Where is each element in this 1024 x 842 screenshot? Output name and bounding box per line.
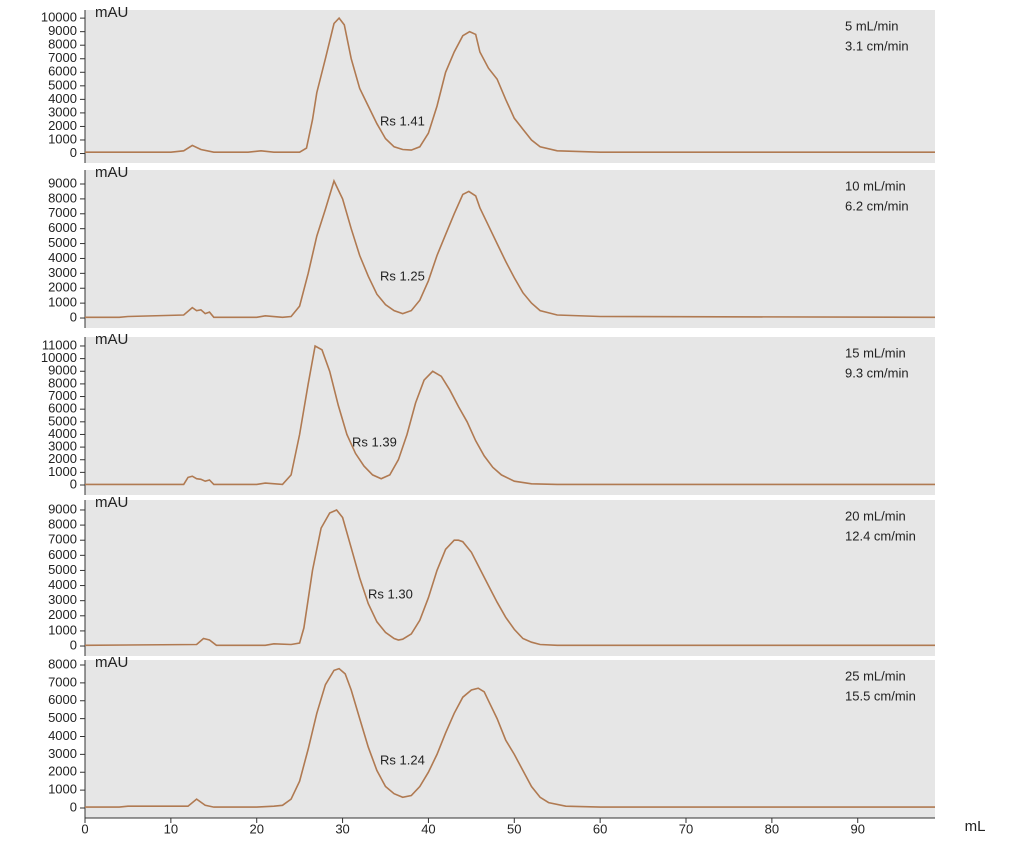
x-tick-label: 50 [507,821,521,836]
y-tick-label: 3000 [48,104,77,119]
resolution-label: Rs 1.25 [380,268,425,283]
plot-panel [85,10,935,163]
y-tick-label: 1000 [48,622,77,637]
y-tick-label: 3000 [48,265,77,280]
flow-rate-label: 20 mL/min [845,508,906,523]
plot-panel [85,660,935,818]
flow-rate-label: 5 mL/min [845,18,898,33]
flow-rate-label: 25 mL/min [845,668,906,683]
y-tick-label: 2000 [48,118,77,133]
y-tick-label: 8000 [48,656,77,671]
flow-rate-label: 9.3 cm/min [845,365,909,380]
y-tick-label: 4000 [48,728,77,743]
y-tick-label: 6000 [48,401,77,416]
flow-rate-label: 10 mL/min [845,178,906,193]
y-tick-label: 0 [70,476,77,491]
y-tick-label: 4000 [48,577,77,592]
y-tick-label: 10000 [41,350,77,365]
y-tick-label: 7000 [48,674,77,689]
resolution-label: Rs 1.41 [380,113,425,128]
flow-rate-label: 15 mL/min [845,345,906,360]
y-tick-label: 3000 [48,439,77,454]
y-tick-label: 8000 [48,190,77,205]
y-axis-label: mAU [95,164,128,181]
x-tick-label: 60 [593,821,607,836]
resolution-label: Rs 1.39 [352,434,397,449]
flow-rate-label: 6.2 cm/min [845,198,909,213]
y-tick-label: 9000 [48,501,77,516]
y-tick-label: 3000 [48,746,77,761]
y-tick-label: 5000 [48,710,77,725]
y-tick-label: 1000 [48,782,77,797]
flow-rate-label: 15.5 cm/min [845,688,916,703]
x-axis-label: mL [965,818,986,835]
y-tick-label: 9000 [48,175,77,190]
y-tick-label: 8000 [48,37,77,52]
chromatogram-line [84,509,935,647]
y-tick-label: 10000 [41,10,77,25]
y-tick-label: 11000 [42,337,77,352]
y-tick-label: 9000 [48,363,77,378]
chromatogram-line [85,667,935,808]
y-tick-label: 5000 [48,77,77,92]
y-tick-label: 6000 [48,220,77,235]
y-tick-label: 6000 [48,692,77,707]
y-axis-label: mAU [95,4,128,21]
y-tick-label: 3000 [48,592,77,607]
y-tick-label: 6000 [48,64,77,79]
x-tick-label: 90 [850,821,864,836]
y-tick-label: 7000 [48,532,77,547]
y-tick-label: 9000 [48,23,77,38]
y-tick-label: 8000 [48,375,77,390]
y-tick-label: 1000 [48,131,77,146]
flow-rate-label: 12.4 cm/min [845,528,916,543]
y-tick-label: 6000 [48,547,77,562]
y-tick-label: 1000 [48,295,77,310]
x-tick-label: 70 [679,821,693,836]
x-tick-label: 30 [335,821,349,836]
y-axis-label: mAU [95,331,128,348]
y-tick-label: 7000 [48,50,77,65]
plot-panel [85,170,935,328]
y-tick-label: 0 [70,309,77,324]
y-tick-label: 2000 [48,607,77,622]
resolution-label: Rs 1.24 [380,752,425,767]
y-axis-label: mAU [95,654,128,671]
y-axis-label: mAU [95,494,128,511]
y-tick-label: 5000 [48,235,77,250]
x-tick-label: 20 [249,821,263,836]
plot-panel [85,337,935,495]
flow-rate-label: 3.1 cm/min [845,38,909,53]
y-tick-label: 5000 [48,562,77,577]
resolution-label: Rs 1.30 [368,586,413,601]
y-tick-label: 8000 [48,517,77,532]
y-tick-label: 5000 [48,413,77,428]
x-tick-label: 40 [421,821,435,836]
chromatogram-line [85,178,936,319]
y-tick-label: 0 [70,145,77,160]
y-tick-label: 4000 [48,91,77,106]
chromatogram-line [85,16,935,153]
y-tick-label: 0 [70,799,77,814]
y-tick-label: 4000 [48,250,77,265]
y-tick-label: 1000 [48,464,77,479]
plot-panel [85,500,935,656]
x-tick-label: 0 [81,821,88,836]
y-tick-label: 2000 [48,764,77,779]
y-tick-label: 7000 [48,388,77,403]
x-tick-label: 10 [164,821,178,836]
y-tick-label: 0 [70,637,77,652]
chromatogram-line [85,344,935,486]
y-tick-label: 2000 [48,280,77,295]
y-tick-label: 7000 [48,205,77,220]
y-tick-label: 2000 [48,451,77,466]
x-tick-label: 80 [765,821,779,836]
y-tick-label: 4000 [48,426,77,441]
